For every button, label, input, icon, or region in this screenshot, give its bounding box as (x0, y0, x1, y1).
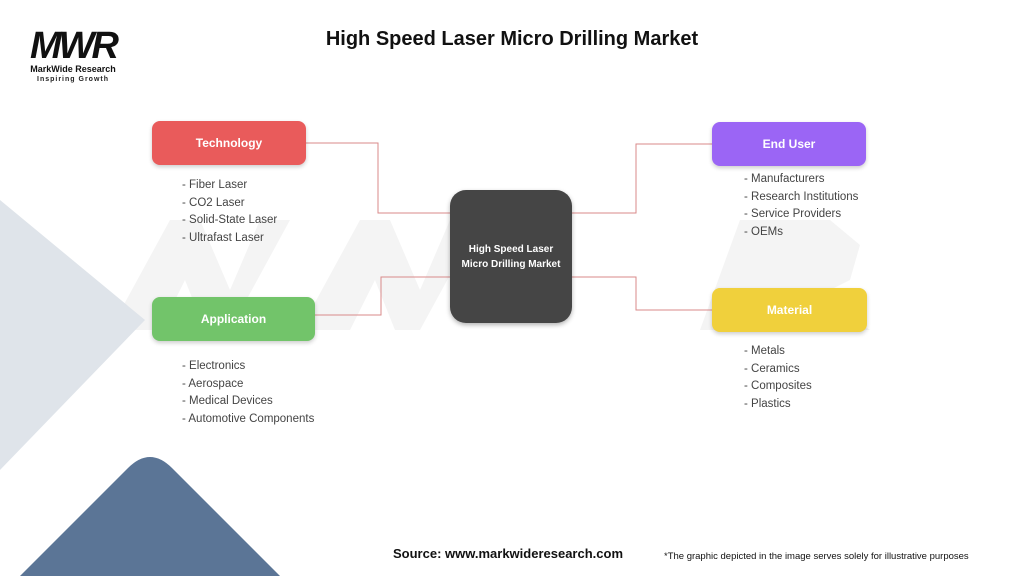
disclaimer-note: *The graphic depicted in the image serve… (664, 551, 969, 562)
list-item: - OEMs (744, 225, 783, 238)
list-item: - Ceramics (744, 362, 800, 375)
category-application: Application (152, 297, 315, 341)
background-triangle (0, 200, 145, 470)
category-end-user: End User (712, 122, 866, 166)
list-item: - Plastics (744, 397, 791, 410)
list-item: - Medical Devices (182, 395, 273, 407)
list-item: - CO2 Laser (182, 196, 245, 209)
source-text: Source: www.markwideresearch.com (393, 546, 624, 561)
material-list: - Metals - Ceramics - Composites - Plast… (744, 343, 812, 413)
list-item: - Ultrafast Laser (182, 231, 264, 244)
logo-mark: MWR (30, 25, 119, 67)
list-item: - Fiber Laser (182, 179, 248, 191)
list-item: - Research Institutions (744, 190, 859, 203)
list-item: - Aerospace (182, 377, 244, 390)
logo-tagline: Inspiring Growth (37, 76, 109, 83)
application-list: - Electronics - Aerospace - Medical Devi… (182, 358, 314, 428)
category-material: Material (712, 288, 867, 332)
connector-application (315, 276, 450, 316)
list-item: - Composites (744, 380, 812, 392)
list-item: - Manufacturers (744, 173, 825, 185)
technology-list: - Fiber Laser - CO2 Laser - Solid-State … (182, 177, 277, 247)
list-item: - Solid-State Laser (182, 214, 278, 226)
connector-end-user (572, 143, 712, 214)
background-diamond (20, 457, 280, 576)
list-item: - Service Providers (744, 208, 842, 220)
list-item: - Electronics (182, 360, 246, 372)
connector-material (572, 276, 712, 311)
center-node: High Speed Laser Micro Drilling Market (450, 190, 572, 323)
page-title: High Speed Laser Micro Drilling Market (325, 28, 699, 50)
center-line-1: High Speed Laser (468, 243, 554, 255)
logo: MWR MarkWide Research Inspiring Growth (18, 25, 128, 84)
end-user-list: - Manufacturers - Research Institutions … (744, 171, 858, 241)
list-item: - Metals (744, 345, 785, 357)
center-line-2: Micro Drilling Market (461, 258, 561, 270)
list-item: - Automotive Components (182, 412, 315, 425)
category-technology: Technology (152, 121, 306, 165)
logo-name: MarkWide Research (30, 64, 116, 74)
connector-technology (306, 142, 450, 214)
